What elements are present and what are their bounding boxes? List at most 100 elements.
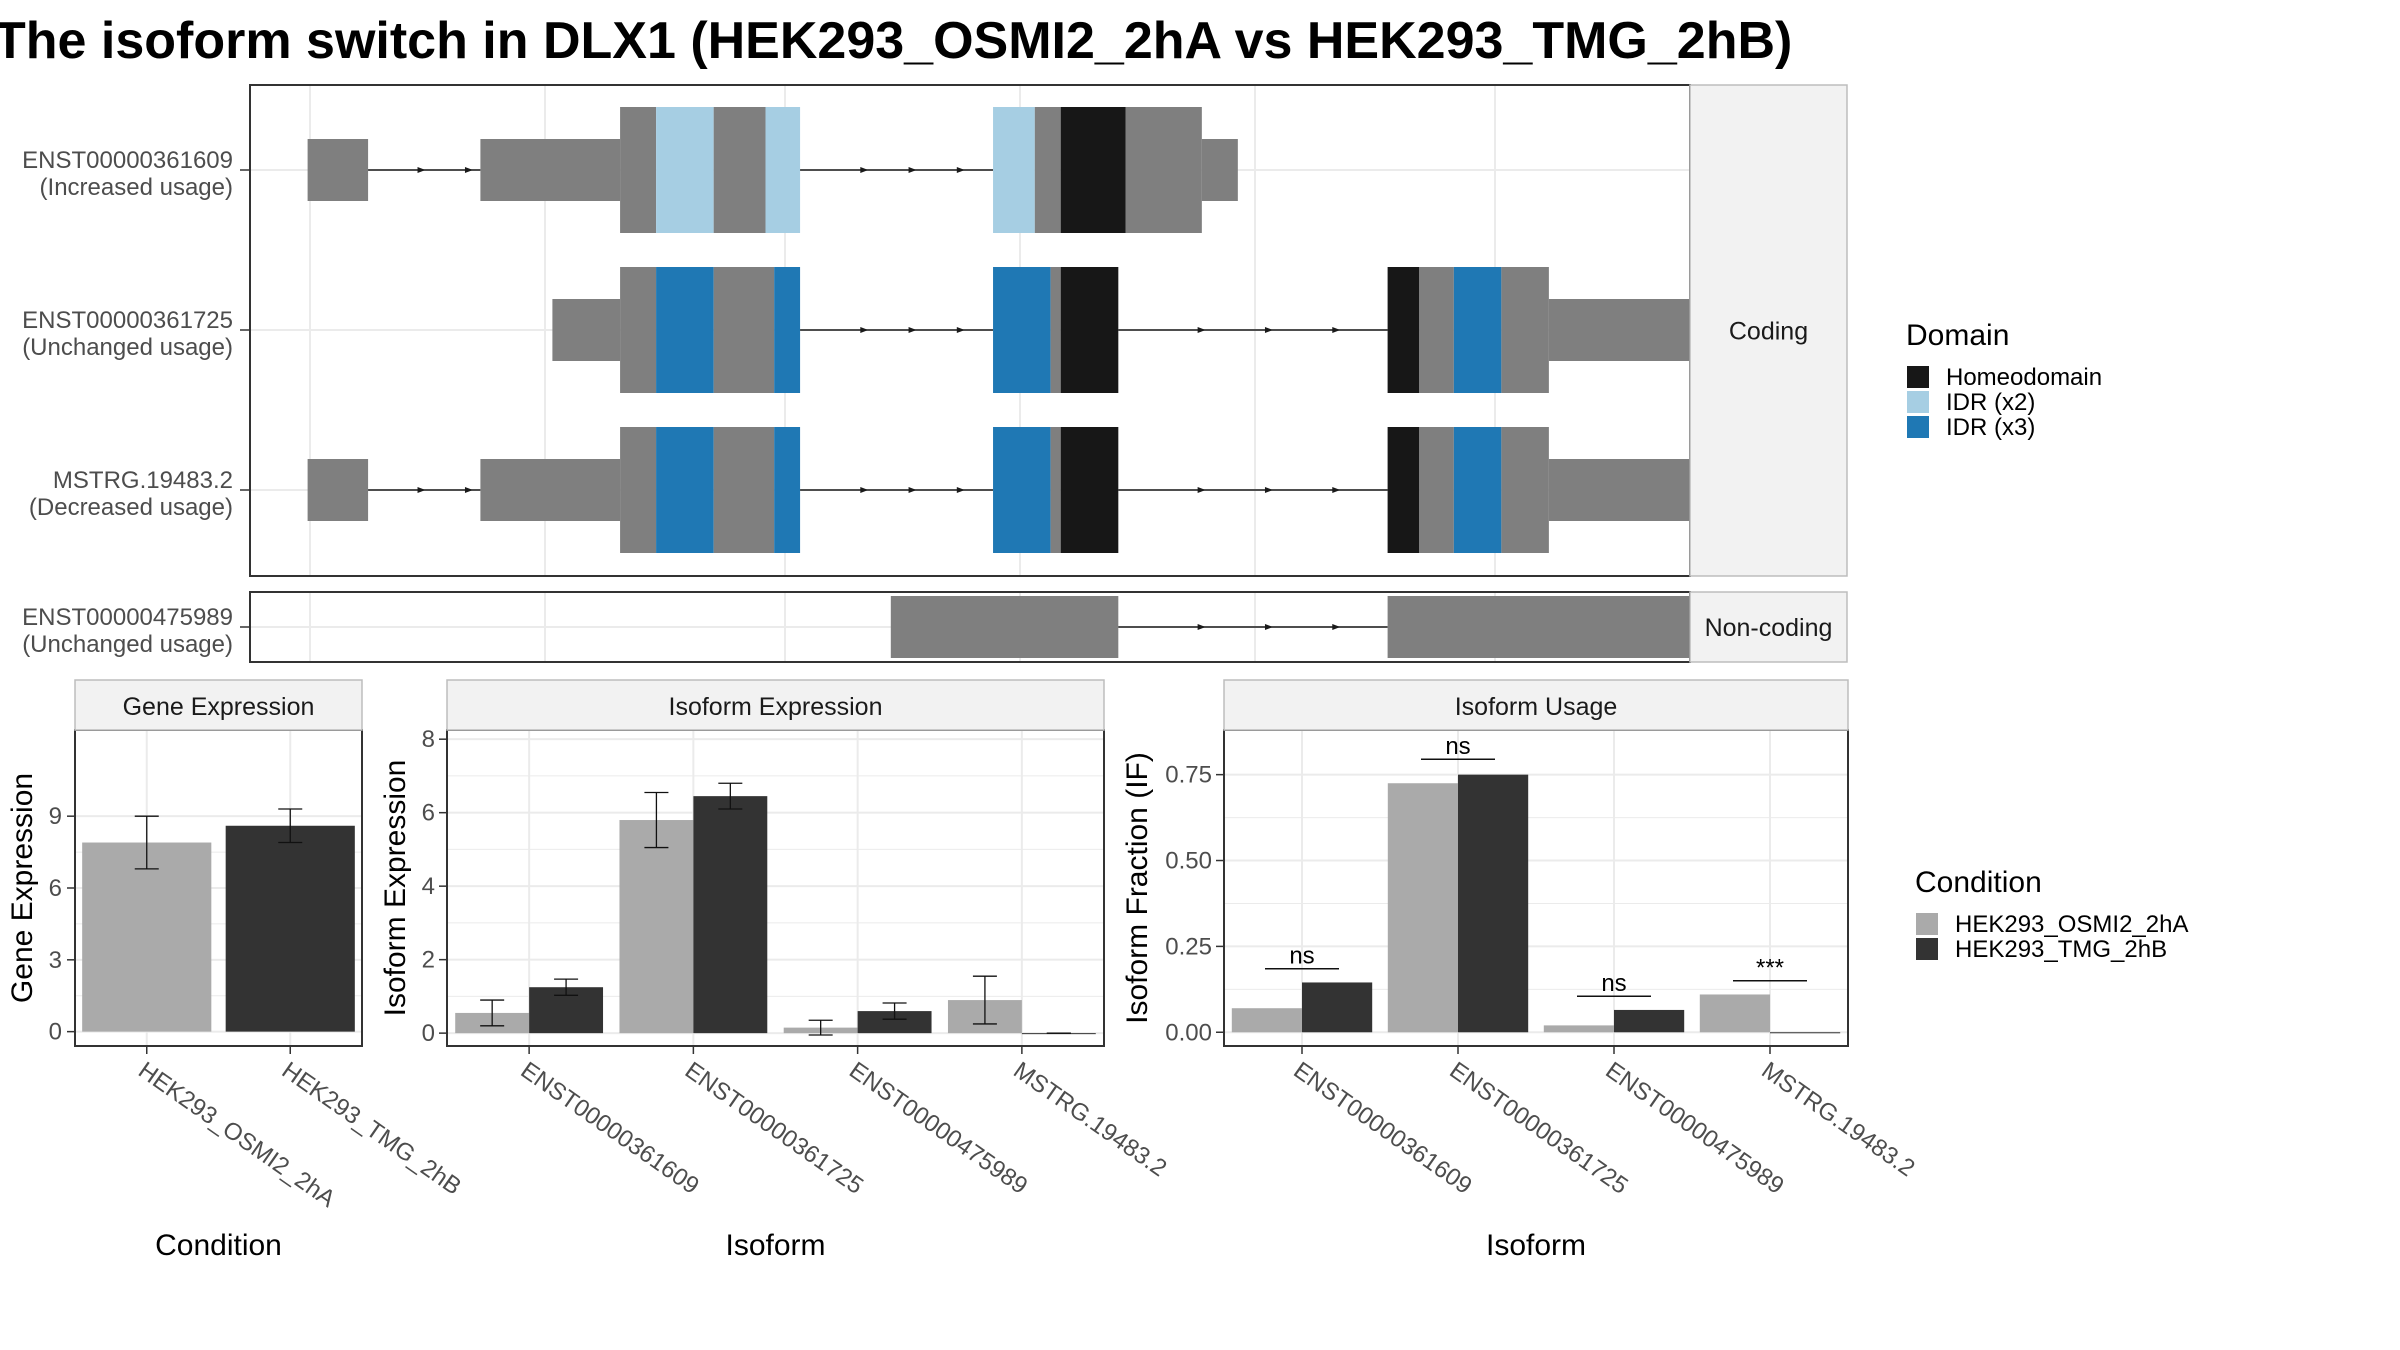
- x-tick-label: ENST00000475989: [844, 1057, 1032, 1200]
- strip-background: [1689, 84, 1848, 577]
- legend-key: [1907, 416, 1929, 438]
- y-tick-label: 0: [49, 1019, 62, 1046]
- intron-arrow-icon: [860, 167, 869, 173]
- legend-label: IDR (x2): [1946, 389, 2035, 416]
- y-tick-label: 6: [49, 875, 62, 902]
- figure-title: The isoform switch in DLX1 (HEK293_OSMI2…: [0, 12, 1792, 70]
- coding-exon: [1050, 267, 1061, 393]
- error-bar: [134, 815, 159, 870]
- error-bar: [480, 999, 505, 1027]
- domain-idr-x3-: [656, 267, 714, 393]
- intron-arrow-icon: [1197, 487, 1206, 493]
- legend-key: [1916, 938, 1938, 960]
- bar-HEK293_TMG_2hB-ENST00000361725: [693, 796, 768, 1034]
- isoform-track-ENST00000475989: [890, 596, 1748, 658]
- bar-HEK293_TMG_2hB-MSTRG.19483.2: [1770, 1032, 1841, 1034]
- utr-exon: [1201, 139, 1238, 201]
- coding-exon: [620, 427, 657, 553]
- error-bar: [554, 978, 579, 996]
- x-tick-label: MSTRG.19483.2: [1757, 1057, 1920, 1182]
- isoform-label: ENST00000475989 (Unchanged usage): [22, 604, 233, 658]
- coding-exon: [713, 267, 775, 393]
- utr-exon: [480, 139, 621, 201]
- bar-HEK293_OSMI2_2hA-ENST00000361609: [1231, 1008, 1302, 1033]
- intron-arrow-icon: [908, 487, 917, 493]
- legend-key: [1907, 366, 1929, 388]
- isoform-label: MSTRG.19483.2 (Decreased usage): [29, 467, 233, 521]
- coding-exon: [1501, 427, 1549, 553]
- utr-exon: [307, 459, 369, 521]
- bar-HEK293_TMG_2hB-HEK293_TMG_2hB: [225, 825, 355, 1032]
- intron-arrow-icon: [860, 487, 869, 493]
- bar-HEK293_OSMI2_2hA-MSTRG.19483.2: [1699, 994, 1770, 1033]
- y-tick-label: 6: [422, 800, 435, 827]
- bar-HEK293_TMG_2hB-ENST00000475989: [857, 1011, 932, 1034]
- panel-strip-title: Isoform Usage: [1455, 693, 1618, 721]
- coding-exon: [713, 107, 766, 233]
- y-tick-label: 2: [422, 947, 435, 974]
- structure-panel-coding: Coding: [249, 84, 1848, 577]
- strip-background: [1223, 679, 1849, 731]
- isoform-label: ENST00000361725 (Unchanged usage): [22, 307, 233, 361]
- domain-idr-x3-: [774, 267, 801, 393]
- significance-label: ns: [1445, 733, 1470, 760]
- legend-label: HEK293_TMG_2hB: [1955, 936, 2167, 963]
- y-axis-title: Gene Expression: [6, 773, 39, 1003]
- intron-arrow-icon: [1332, 327, 1341, 333]
- domain-idr-x3-: [774, 427, 801, 553]
- intron-arrow-icon: [464, 167, 473, 173]
- domain-idr-x3-: [993, 267, 1051, 393]
- x-tick-label: ENST00000361609: [516, 1057, 704, 1200]
- intron-arrow-icon: [417, 487, 426, 493]
- legend-label: Homeodomain: [1946, 364, 2102, 391]
- structure-panel-non-coding: Non-coding: [249, 591, 1848, 663]
- strip-label: Non-coding: [1705, 614, 1833, 642]
- significance-label: ns: [1289, 943, 1314, 970]
- error-bar: [718, 782, 743, 810]
- intron-arrow-icon: [1197, 624, 1206, 630]
- intron-arrow-icon: [1264, 624, 1273, 630]
- isoform-track-ENST00000361609: [307, 107, 1238, 233]
- domain-idr-x2-: [656, 107, 714, 233]
- x-axis-title: Condition: [155, 1229, 282, 1262]
- utr-exon: [307, 139, 369, 201]
- intron-arrow-icon: [417, 167, 426, 173]
- utr-exon: [1387, 596, 1748, 658]
- bar-HEK293_TMG_2hB-ENST00000361609: [1302, 982, 1373, 1033]
- coding-exon: [1125, 107, 1202, 233]
- legend-key: [1907, 391, 1929, 413]
- y-tick-label: 0.50: [1165, 848, 1212, 875]
- y-tick-label: 0.75: [1165, 762, 1212, 789]
- significance-label: ns: [1601, 970, 1626, 997]
- utr-exon: [552, 299, 621, 361]
- intron-arrow-icon: [1332, 487, 1341, 493]
- intron-arrow-icon: [956, 487, 965, 493]
- domain-homeodomain: [1060, 427, 1119, 553]
- legend-label: IDR (x3): [1946, 414, 2035, 441]
- domain-idr-x2-: [993, 107, 1035, 233]
- strip-background: [446, 679, 1105, 731]
- error-bar: [972, 975, 997, 1025]
- y-tick-label: 0.25: [1165, 933, 1212, 960]
- y-tick-label: 3: [49, 947, 62, 974]
- domain-idr-x3-: [993, 427, 1051, 553]
- x-tick-label: ENST00000361725: [680, 1057, 868, 1200]
- intron-arrow-icon: [908, 167, 917, 173]
- domain-idr-x3-: [1453, 267, 1502, 393]
- panel-strip-title: Gene Expression: [123, 693, 315, 721]
- strip-background: [1689, 591, 1848, 663]
- utr-exon: [890, 596, 1119, 658]
- y-tick-label: 0.00: [1165, 1019, 1212, 1046]
- error-bar: [808, 1019, 833, 1036]
- domain-idr-x3-: [656, 427, 714, 553]
- bar-panel-isoform-expression: Isoform Expression02468ENST00000361609EN…: [379, 679, 1171, 1262]
- intron-arrow-icon: [908, 327, 917, 333]
- coding-exon: [1501, 267, 1549, 393]
- bar-HEK293_OSMI2_2hA-HEK293_OSMI2_2hA: [82, 842, 212, 1032]
- y-axis-title: Isoform Fraction (IF): [1121, 752, 1154, 1024]
- isoform-label: ENST00000361609 (Increased usage): [22, 147, 233, 201]
